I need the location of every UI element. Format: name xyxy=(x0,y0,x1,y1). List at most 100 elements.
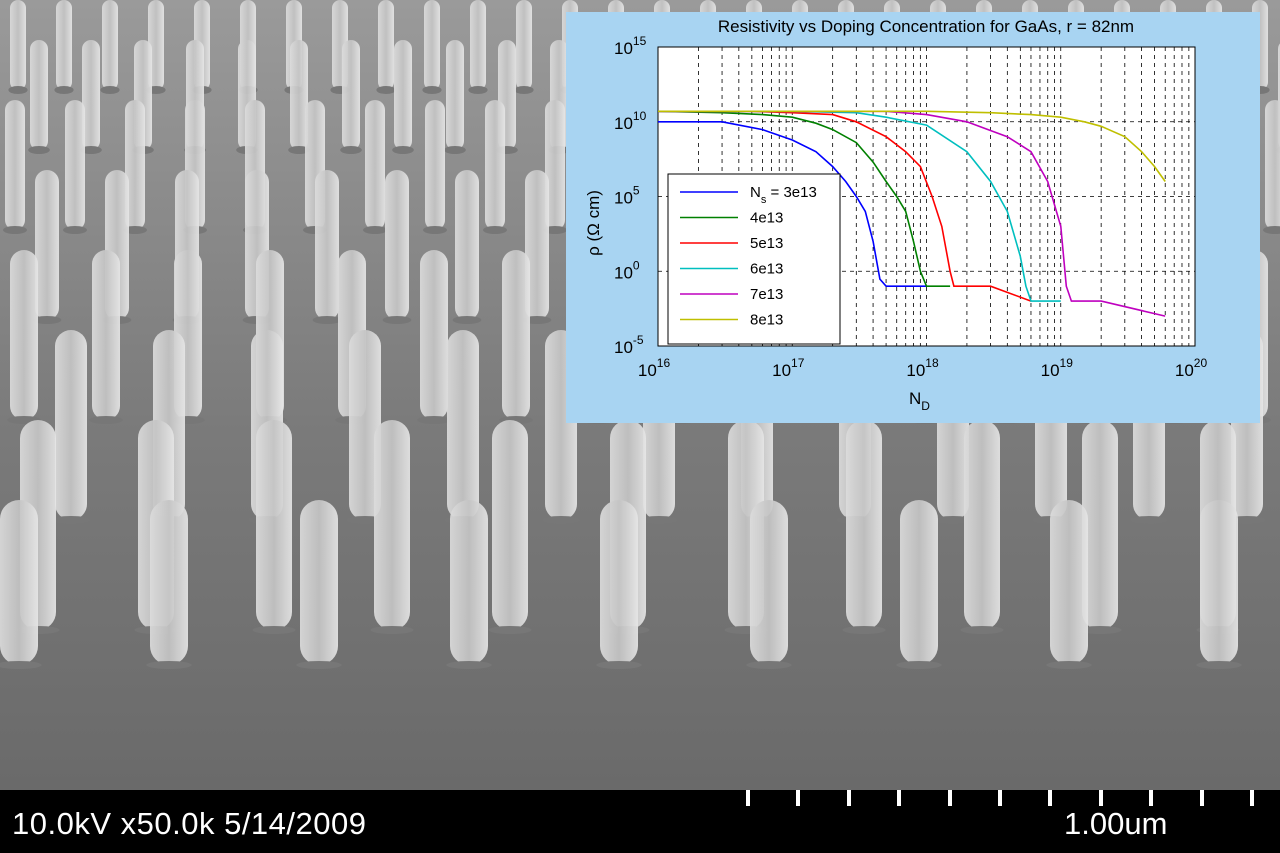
scale-bar-tick xyxy=(796,790,801,806)
nanowire-pillar xyxy=(424,0,440,90)
nanowire-shadow xyxy=(370,626,414,634)
nanowire-shadow xyxy=(32,316,62,324)
legend-label: 4e13 xyxy=(750,210,783,227)
nanowire-pillar xyxy=(846,420,882,630)
scale-bar-tick xyxy=(1199,790,1204,806)
nanowire-pillar xyxy=(10,0,26,90)
nanowire-pillar xyxy=(290,40,308,150)
y-tick-label: 105 xyxy=(614,184,640,208)
nanowire-shadow xyxy=(483,226,507,234)
nanowire-pillar xyxy=(378,0,394,90)
nanowire-shadow xyxy=(514,86,534,94)
nanowire-pillar xyxy=(525,170,549,320)
nanowire-shadow xyxy=(54,86,74,94)
nanowire-shadow xyxy=(468,86,488,94)
nanowire-shadow xyxy=(1046,661,1092,669)
grid-lines xyxy=(658,47,1195,346)
nanowire-shadow xyxy=(382,316,412,324)
nanowire-pillar xyxy=(365,100,385,230)
chart-title: Resistivity vs Doping Concentration for … xyxy=(718,17,1134,36)
scale-bar-tick xyxy=(746,790,750,806)
nanowire-shadow xyxy=(80,146,102,154)
nanowire-pillar xyxy=(82,40,100,150)
nanowire-shadow xyxy=(1129,516,1169,524)
nanowire-pillar xyxy=(1200,500,1238,665)
nanowire-pillar xyxy=(300,500,338,665)
y-tick-label: 100 xyxy=(614,258,640,282)
y-tick-labels: 10-5 100 105 1010 1015 xyxy=(614,34,647,357)
nanowire-pillar xyxy=(5,100,25,230)
nanowire-shadow xyxy=(312,316,342,324)
y-axis-label: ρ (Ω cm) xyxy=(584,190,603,256)
nanowire-pillar xyxy=(374,420,410,630)
scale-bar-tick xyxy=(897,790,902,806)
x-axis-label: ND xyxy=(909,389,930,413)
nanowire-shadow xyxy=(392,146,414,154)
nanowire-pillar xyxy=(502,250,530,420)
legend-label: 5e13 xyxy=(750,235,783,252)
scale-bar-tick xyxy=(947,790,952,806)
nanowire-pillar xyxy=(385,170,409,320)
sem-info-text: 10.0kV x50.0k 5/14/2009 xyxy=(12,806,367,841)
series-line xyxy=(658,110,1061,302)
nanowire-pillar xyxy=(394,40,412,150)
nanowire-shadow xyxy=(842,626,886,634)
x-tick-label: 1017 xyxy=(772,356,805,380)
nanowire-pillar xyxy=(455,170,479,320)
nanowire-shadow xyxy=(1196,661,1242,669)
nanowire-pillar xyxy=(30,40,48,150)
nanowire-pillar xyxy=(56,0,72,90)
nanowire-shadow xyxy=(896,661,942,669)
legend-label: 7e13 xyxy=(750,286,783,303)
nanowire-shadow xyxy=(63,226,87,234)
legend-label: 6e13 xyxy=(750,261,783,278)
nanowire-pillar xyxy=(342,40,360,150)
nanowire-pillar xyxy=(516,0,532,90)
x-tick-labels: 1016 1017 1018 1019 1020 xyxy=(638,356,1208,380)
nanowire-shadow xyxy=(746,661,792,669)
series-lines xyxy=(657,110,1166,317)
nanowire-pillar xyxy=(35,170,59,320)
x-tick-label: 1019 xyxy=(1041,356,1074,380)
legend-label: Ns = 3e13 xyxy=(750,184,817,206)
nanowire-shadow xyxy=(960,626,1004,634)
scale-bar-label: 1.00um xyxy=(1064,806,1168,841)
nanowire-shadow xyxy=(89,416,123,424)
series-line xyxy=(658,121,927,288)
nanowire-pillar xyxy=(492,420,528,630)
nanowire-pillar xyxy=(1265,100,1280,230)
nanowire-shadow xyxy=(3,226,27,234)
nanowire-shadow xyxy=(417,416,451,424)
nanowire-shadow xyxy=(444,146,466,154)
nanowire-shadow xyxy=(488,626,532,634)
nanowire-shadow xyxy=(423,226,447,234)
nanowire-shadow xyxy=(51,516,91,524)
nanowire-pillar xyxy=(1050,500,1088,665)
scale-bar-tick xyxy=(1149,790,1154,806)
y-tick-label: 1010 xyxy=(614,109,647,133)
nanowire-pillar xyxy=(1082,420,1118,630)
nanowire-shadow xyxy=(639,516,679,524)
y-tick-label: 10-5 xyxy=(614,333,644,357)
nanowire-pillar xyxy=(964,420,1000,630)
legend-box xyxy=(667,173,841,345)
sem-info-bar: 10.0kV x50.0k 5/14/2009 1.00um xyxy=(0,790,1280,853)
nanowire-pillar xyxy=(315,170,339,320)
scale-bar-tick xyxy=(1098,790,1103,806)
nanowire-pillar xyxy=(55,330,87,520)
nanowire-pillar xyxy=(125,100,145,230)
nanowire-pillar xyxy=(470,0,486,90)
scale-bar-tick xyxy=(1250,790,1254,806)
nanowire-pillar xyxy=(425,100,445,230)
nanowire-pillar xyxy=(65,100,85,230)
nanowire-shadow xyxy=(146,661,192,669)
nanowire-pillar xyxy=(0,500,38,665)
nanowire-shadow xyxy=(376,86,396,94)
nanowire-shadow xyxy=(446,661,492,669)
nanowire-shadow xyxy=(252,626,296,634)
nanowire-shadow xyxy=(288,146,310,154)
nanowire-pillar xyxy=(750,500,788,665)
nanowire-shadow xyxy=(596,661,642,669)
x-axis-label-sub: D xyxy=(921,399,930,413)
nanowire-pillar xyxy=(900,500,938,665)
